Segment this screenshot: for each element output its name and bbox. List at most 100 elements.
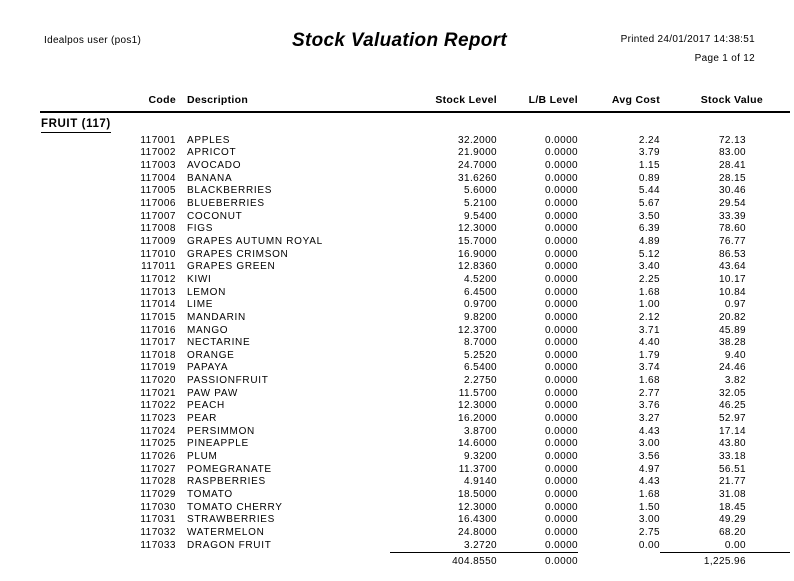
item-lb-level: 0.0000 [545,248,578,260]
item-lb-level: 0.0000 [545,261,578,273]
item-stock-level: 4.9140 [464,476,497,488]
item-avg-cost: 1.68 [638,489,660,501]
item-stock-value: 29.54 [718,197,746,209]
item-avg-cost: 1.79 [638,349,660,361]
item-code: 117025 [140,438,176,450]
item-code: 117019 [140,362,176,374]
item-stock-value: 86.53 [718,248,746,260]
item-lb-level: 0.0000 [545,159,578,171]
item-description: AVOCADO [187,159,242,171]
item-lb-level: 0.0000 [545,324,578,336]
table-row: 117002 APRICOT 21.9000 0.0000 3.79 83.00 [40,147,790,160]
item-stock-level: 12.3000 [458,223,497,235]
item-stock-value: 10.84 [718,286,746,298]
item-stock-level: 16.2000 [458,413,497,425]
item-lb-level: 0.0000 [545,172,578,184]
item-stock-level: 32.2000 [458,134,497,146]
page-number: Page 1 of 12 [694,53,755,64]
item-code: 117009 [140,235,176,247]
item-description: LIME [187,299,214,311]
item-stock-value: 30.46 [718,185,746,197]
item-avg-cost: 3.79 [638,147,660,159]
section-header-fruit: FRUIT (117) [41,118,111,133]
item-code: 117016 [140,324,176,336]
item-code: 117024 [140,425,176,437]
item-code: 117018 [140,349,176,361]
item-avg-cost: 3.50 [638,210,660,222]
item-description: GRAPES AUTUMN ROYAL [187,235,323,247]
item-lb-level: 0.0000 [545,400,578,412]
table-row: 117010 GRAPES CRIMSON 16.9000 0.0000 5.1… [40,249,790,262]
column-header-stock-value: Stock Value [660,94,790,113]
item-lb-level: 0.0000 [545,185,578,197]
item-stock-value: 17.14 [718,425,746,437]
item-lb-level: 0.0000 [545,413,578,425]
item-lb-level: 0.0000 [545,501,578,513]
table-row: 117014 LIME 0.9700 0.0000 1.00 0.97 [40,299,790,312]
column-header-description: Description [176,94,390,113]
item-lb-level: 0.0000 [545,425,578,437]
table-header-row: Code Description Stock Level L/B Level A… [40,94,790,113]
item-lb-level: 0.0000 [545,197,578,209]
item-description: RASPBERRIES [187,476,266,488]
item-avg-cost: 1.15 [638,159,660,171]
item-avg-cost: 2.77 [638,387,660,399]
table-row: 117019 PAPAYA 6.5400 0.0000 3.74 24.46 [40,362,790,375]
item-stock-level: 16.9000 [458,248,497,260]
item-stock-value: 78.60 [718,223,746,235]
item-code: 117013 [140,286,176,298]
item-description: BLUEBERRIES [187,197,265,209]
item-code: 117014 [140,299,176,311]
item-avg-cost: 3.00 [638,514,660,526]
item-avg-cost: 3.74 [638,362,660,374]
item-description: NECTARINE [187,337,251,349]
item-description: ORANGE [187,349,235,361]
item-code: 117029 [140,489,176,501]
item-lb-level: 0.0000 [545,527,578,538]
table-row: 117004 BANANA 31.6260 0.0000 0.89 28.15 [40,173,790,186]
column-header-code: Code [40,94,176,113]
item-stock-value: 49.29 [718,514,746,526]
item-lb-level: 0.0000 [545,210,578,222]
item-stock-level: 5.2100 [464,197,497,209]
item-stock-level: 31.6260 [458,172,497,184]
item-stock-value: 33.18 [718,451,746,463]
item-avg-cost: 4.40 [638,337,660,349]
item-avg-cost: 1.68 [638,375,660,387]
total-stock-level: 404.8550 [390,552,497,568]
item-stock-value: 28.15 [718,172,746,184]
item-avg-cost: 5.44 [638,185,660,197]
item-lb-level: 0.0000 [545,286,578,298]
total-avg-cost [578,553,660,568]
table-row: 117001 APPLES 32.2000 0.0000 2.24 72.13 [40,135,790,148]
item-description: APPLES [187,134,231,146]
item-code: 117021 [140,387,176,399]
item-description: PERSIMMON [187,425,255,437]
item-stock-value: 28.41 [718,159,746,171]
item-code: 117006 [140,197,176,209]
item-lb-level: 0.0000 [545,362,578,374]
table-row: 117033 DRAGON FRUIT 3.2720 0.0000 0.00 0… [40,540,790,553]
report-header: Idealpos user (pos1) Stock Valuation Rep… [0,0,794,68]
item-stock-value: 0.00 [724,539,746,551]
item-avg-cost: 3.71 [638,324,660,336]
item-lb-level: 0.0000 [545,375,578,387]
item-code: 117020 [140,375,176,387]
item-stock-level: 8.7000 [464,337,497,349]
item-avg-cost: 3.56 [638,451,660,463]
item-avg-cost: 4.43 [638,476,660,488]
item-code: 117005 [140,185,176,197]
printed-timestamp: Printed 24/01/2017 14:38:51 [620,34,755,45]
item-stock-value: 3.82 [724,375,746,387]
item-stock-level: 0.9700 [464,299,497,311]
item-description: DRAGON FRUIT [187,539,272,551]
item-code: 117028 [140,476,176,488]
item-avg-cost: 1.50 [638,501,660,513]
item-stock-value: 24.46 [718,362,746,374]
item-avg-cost: 3.40 [638,261,660,273]
item-avg-cost: 6.39 [638,223,660,235]
item-stock-level: 24.7000 [458,159,497,171]
item-code: 117012 [140,273,176,285]
item-stock-value: 72.13 [718,134,746,146]
